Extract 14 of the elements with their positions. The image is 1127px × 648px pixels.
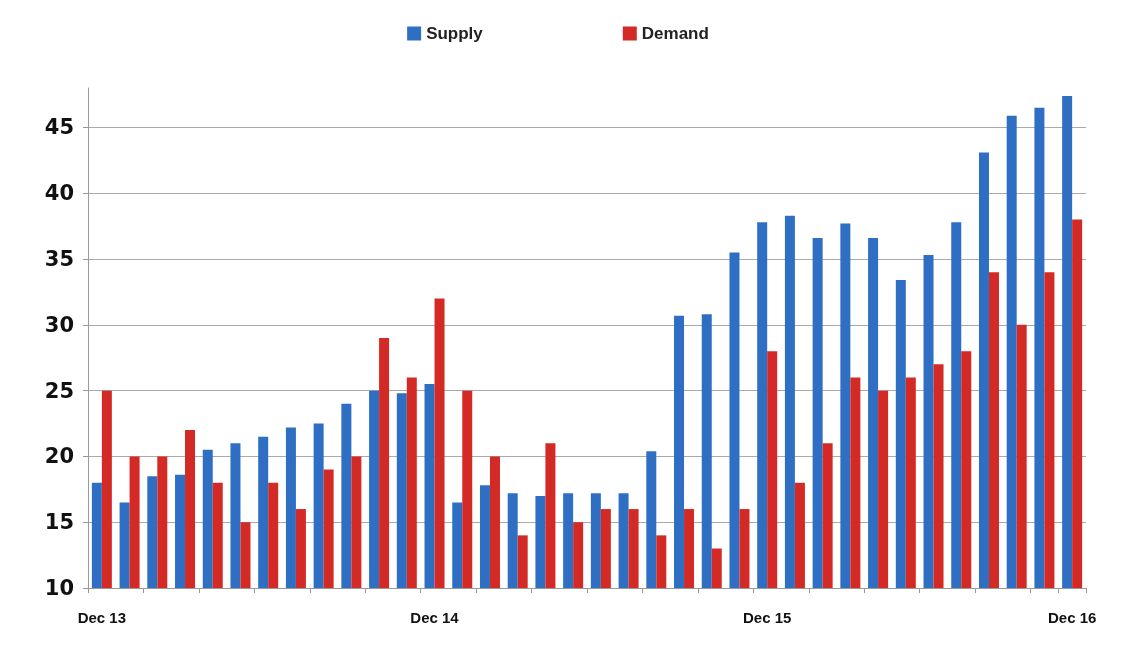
x-tick-label: Dec 15 xyxy=(743,609,792,626)
legend-label: Supply xyxy=(426,24,484,43)
y-tick-label: 40 xyxy=(44,181,74,206)
y-tick-label: 45 xyxy=(44,115,74,140)
y-tick-label: 35 xyxy=(44,247,74,272)
y-tick-label: 20 xyxy=(44,444,74,469)
legend-label: Demand xyxy=(641,24,709,43)
x-tick-label: Dec 14 xyxy=(410,609,460,626)
y-tick-label: 10 xyxy=(44,576,74,600)
x-tick-label: Dec 16 xyxy=(1047,609,1097,626)
y-tick-label: 30 xyxy=(44,312,74,337)
y-tick-label: 15 xyxy=(44,510,74,535)
y-tick-label: 25 xyxy=(44,378,74,403)
x-tick-label: Dec 13 xyxy=(77,609,127,626)
